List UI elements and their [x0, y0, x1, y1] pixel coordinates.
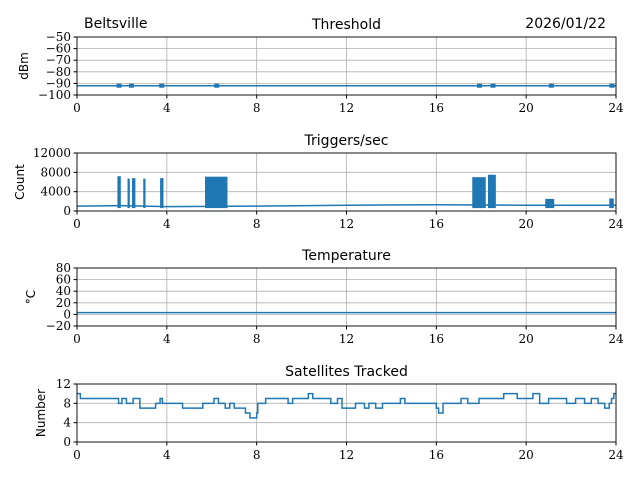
y-tick-label: 12 [56, 377, 71, 391]
x-tick-label: 4 [163, 101, 171, 115]
y-tick-label: 4000 [40, 185, 71, 199]
x-tick-label: 16 [429, 101, 444, 115]
x-tick-label: 20 [519, 332, 534, 346]
x-tick-label: 8 [253, 448, 261, 462]
x-tick-label: 24 [608, 332, 624, 346]
y-tick-label: 0 [63, 435, 71, 449]
subplot-title: Temperature [301, 248, 391, 264]
y-tick-label: −60 [46, 42, 71, 56]
x-tick-label: 12 [339, 448, 354, 462]
threshold-marker [159, 83, 165, 88]
threshold-marker [609, 83, 615, 88]
y-tick-label: 8 [63, 396, 71, 410]
x-tick-label: 4 [163, 448, 171, 462]
y-tick-label: −100 [38, 88, 71, 102]
y-tick-label: −20 [46, 319, 71, 333]
burst-mark [132, 178, 136, 209]
y-tick-label: 0 [63, 204, 71, 218]
burst-mark [545, 198, 555, 209]
threshold-marker [116, 83, 122, 88]
x-tick-label: 0 [73, 217, 81, 231]
axes-frame [76, 267, 617, 327]
threshold-marker [548, 83, 554, 88]
burst-mark [143, 178, 146, 209]
station-label: Beltsville [84, 16, 147, 32]
date-label: 2026/01/22 [525, 16, 606, 32]
burst-mark [117, 176, 121, 209]
x-tick-label: 12 [339, 217, 354, 231]
x-tick-label: 20 [519, 448, 534, 462]
x-tick-label: 16 [429, 332, 444, 346]
y-axis-label: Count [13, 164, 27, 200]
x-tick-label: 0 [73, 332, 81, 346]
series-line [77, 392, 616, 419]
y-tick-label: 8000 [40, 165, 71, 179]
x-tick-label: 24 [608, 448, 624, 462]
y-tick-label: 20 [56, 296, 71, 310]
burst-mark [487, 174, 496, 209]
burst-mark [205, 176, 228, 209]
axes-frame [76, 152, 617, 212]
subplot-title: Threshold [311, 17, 381, 33]
y-tick-label: −90 [46, 76, 71, 90]
y-tick-label: 60 [56, 273, 71, 287]
burst-mark [160, 178, 164, 209]
y-tick-label: −70 [46, 53, 71, 67]
threshold-marker [490, 83, 496, 88]
y-axis-label: Number [34, 389, 48, 437]
threshold-marker [477, 83, 483, 88]
threshold-marker [214, 83, 220, 88]
threshold-marker [128, 83, 134, 88]
burst-mark [472, 177, 486, 209]
y-tick-label: 40 [56, 284, 71, 298]
x-tick-label: 8 [253, 332, 261, 346]
subplot-1: 0 4 8 12 16 20 24 12000 8000 4000 0 Triggers/sec Cou… [13, 133, 624, 231]
y-axis-label: °C [24, 290, 38, 304]
subplot-title: Satellites Tracked [285, 364, 408, 380]
axes-frame [76, 36, 617, 96]
x-tick-label: 16 [429, 217, 444, 231]
y-tick-label: −80 [46, 65, 71, 79]
y-axis-label: dBm [17, 52, 31, 80]
y-tick-label: 12000 [33, 146, 71, 160]
x-tick-label: 0 [73, 448, 81, 462]
x-tick-label: 4 [163, 332, 171, 346]
subplot-title: Triggers/sec [304, 133, 389, 149]
y-tick-label: 4 [63, 416, 71, 430]
x-tick-label: 12 [339, 101, 354, 115]
burst-mark [609, 198, 614, 209]
y-tick-label: 0 [63, 307, 71, 321]
x-tick-label: 8 [253, 217, 261, 231]
x-tick-label: 16 [429, 448, 444, 462]
x-tick-label: 0 [73, 101, 81, 115]
subplot-0: 0 4 8 12 16 20 24 −50−60−70−80−90−100 Threshold d… [17, 17, 624, 115]
burst-mark [127, 178, 130, 209]
y-tick-label: −50 [46, 30, 71, 44]
y-tick-label: 80 [56, 261, 71, 275]
x-tick-label: 24 [608, 101, 624, 115]
x-tick-label: 20 [519, 101, 534, 115]
x-tick-label: 8 [253, 101, 261, 115]
x-tick-label: 4 [163, 217, 171, 231]
x-tick-label: 24 [608, 217, 624, 231]
subplot-3: 0 4 8 12 16 20 24 12 8 4 0 Satellites Tracked Number [34, 364, 624, 462]
x-tick-label: 12 [339, 332, 354, 346]
x-tick-label: 20 [519, 217, 534, 231]
axes-frame [76, 383, 617, 443]
